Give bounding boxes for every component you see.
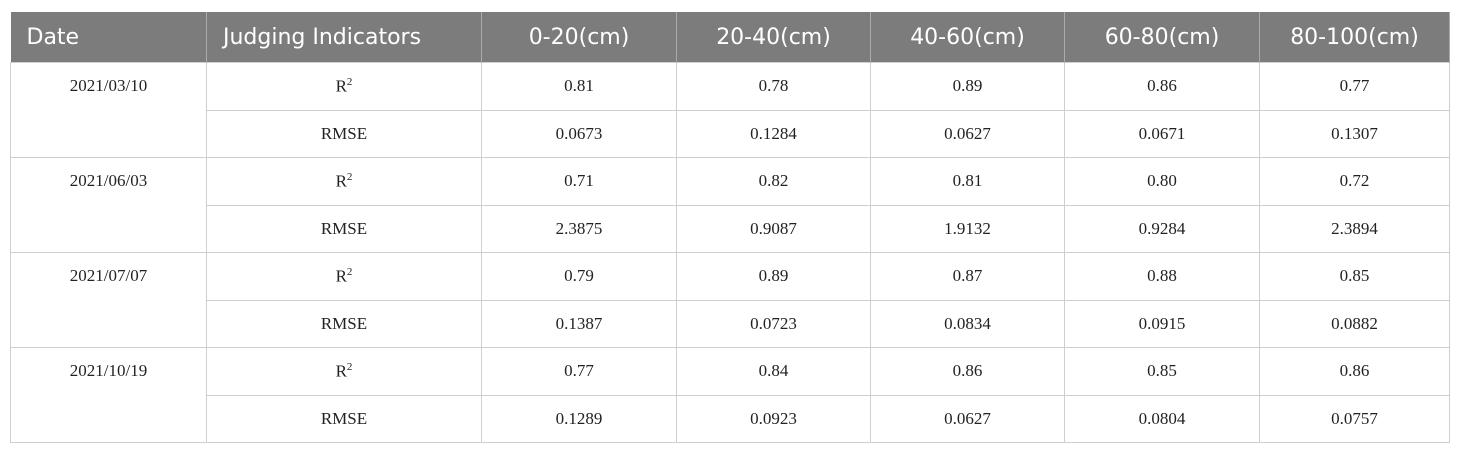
- indicator: R: [335, 171, 347, 191]
- header-cell: 20-40(cm): [676, 12, 871, 63]
- value-cell: 2.3894: [1259, 204, 1450, 253]
- value-cell: 0.0627: [870, 109, 1065, 158]
- value-cell: 0.0882: [1259, 299, 1450, 348]
- value-cell: 0.1387: [481, 299, 677, 348]
- date-cell: 2021/07/07: [10, 252, 207, 348]
- indicator-cell: R2: [206, 347, 482, 396]
- value-cell: 0.1307: [1259, 109, 1450, 158]
- indicator-cell: RMSE: [206, 109, 482, 158]
- indicator-cell: R2: [206, 62, 482, 111]
- value-cell: 0.81: [870, 157, 1065, 206]
- value-cell: 0.81: [481, 62, 677, 111]
- header-cell: Date: [10, 12, 207, 63]
- header-cell: 80-100(cm): [1259, 12, 1450, 63]
- value-cell: 0.86: [1064, 62, 1260, 111]
- indicator: RMSE: [320, 218, 368, 238]
- value-cell: 0.77: [481, 347, 677, 396]
- indicator-superscript: 2: [346, 170, 353, 183]
- table-row: RMSE 0.1289 0.0923 0.0627 0.0804 0.0757: [11, 394, 1450, 443]
- header-cell: 40-60(cm): [870, 12, 1065, 63]
- value-cell: 2.3875: [481, 204, 677, 253]
- value-cell: 0.0804: [1064, 394, 1260, 443]
- results-table: Date Judging Indicators 0-20(cm) 20-40(cm) 4…: [10, 12, 1450, 443]
- value-cell: 0.0627: [870, 394, 1065, 443]
- value-cell: 0.86: [870, 347, 1065, 396]
- value-cell: 0.85: [1259, 252, 1450, 301]
- value-cell: 0.0923: [676, 394, 871, 443]
- indicator-superscript: 2: [346, 75, 353, 88]
- header-cell: 0-20(cm): [481, 12, 677, 63]
- indicator-cell: RMSE: [206, 394, 482, 443]
- value-cell: 0.89: [870, 62, 1065, 111]
- value-cell: 0.88: [1064, 252, 1260, 301]
- indicator: R: [335, 266, 347, 286]
- date-cell: 2021/03/10: [10, 62, 207, 158]
- date-cell: 2021/10/19: [10, 347, 207, 443]
- table-body: 2021/03/10 R2 0.81 0.78 0.89 0.86 0.77 RMSE 0.06…: [10, 62, 1450, 443]
- indicator-cell: RMSE: [206, 204, 482, 253]
- date-cell: 2021/06/03: [10, 157, 207, 253]
- header-cell: 60-80(cm): [1064, 12, 1260, 63]
- value-cell: 0.77: [1259, 62, 1450, 111]
- header-cell: Judging Indicators: [206, 12, 482, 63]
- indicator-superscript: 2: [346, 360, 353, 373]
- value-cell: 0.78: [676, 62, 871, 111]
- value-cell: 0.1284: [676, 109, 871, 158]
- value-cell: 0.0671: [1064, 109, 1260, 158]
- indicator-superscript: 2: [346, 265, 353, 278]
- indicator-cell: R2: [206, 252, 482, 301]
- indicator-cell: R2: [206, 157, 482, 206]
- value-cell: 0.80: [1064, 157, 1260, 206]
- indicator: RMSE: [320, 408, 368, 428]
- table-row: RMSE 0.0673 0.1284 0.0627 0.0671 0.1307: [11, 109, 1450, 158]
- value-cell: 0.79: [481, 252, 677, 301]
- value-cell: 0.1289: [481, 394, 677, 443]
- table-row: RMSE 2.3875 0.9087 1.9132 0.9284 2.3894: [11, 204, 1450, 253]
- value-cell: 0.82: [676, 157, 871, 206]
- table-row: 2021/07/07 R2 0.79 0.89 0.87 0.88 0.85: [10, 252, 1450, 348]
- value-cell: 0.0673: [481, 109, 677, 158]
- value-cell: 0.89: [676, 252, 871, 301]
- table-row: 2021/03/10 R2 0.81 0.78 0.89 0.86 0.77: [10, 62, 1450, 158]
- table-row: 2021/06/03 R2 0.71 0.82 0.81 0.80 0.72: [10, 157, 1450, 253]
- table-row: RMSE 0.1387 0.0723 0.0834 0.0915 0.0882: [11, 299, 1450, 348]
- value-cell: 0.0757: [1259, 394, 1450, 443]
- header-row: Date Judging Indicators 0-20(cm) 20-40(cm) 4…: [10, 12, 1450, 63]
- value-cell: 0.9284: [1064, 204, 1260, 253]
- value-cell: 0.84: [676, 347, 871, 396]
- value-cell: 0.0915: [1064, 299, 1260, 348]
- value-cell: 0.85: [1064, 347, 1260, 396]
- value-cell: 0.72: [1259, 157, 1450, 206]
- value-cell: 0.9087: [676, 204, 871, 253]
- indicator: RMSE: [320, 123, 368, 143]
- value-cell: 0.0834: [870, 299, 1065, 348]
- indicator-cell: RMSE: [206, 299, 482, 348]
- value-cell: 1.9132: [870, 204, 1065, 253]
- value-cell: 0.71: [481, 157, 677, 206]
- value-cell: 0.0723: [676, 299, 871, 348]
- indicator: R: [335, 361, 347, 381]
- indicator: R: [335, 76, 347, 96]
- indicator: RMSE: [320, 313, 368, 333]
- value-cell: 0.86: [1259, 347, 1450, 396]
- table-row: 2021/10/19 R2 0.77 0.84 0.86 0.85 0.86: [10, 347, 1450, 443]
- value-cell: 0.87: [870, 252, 1065, 301]
